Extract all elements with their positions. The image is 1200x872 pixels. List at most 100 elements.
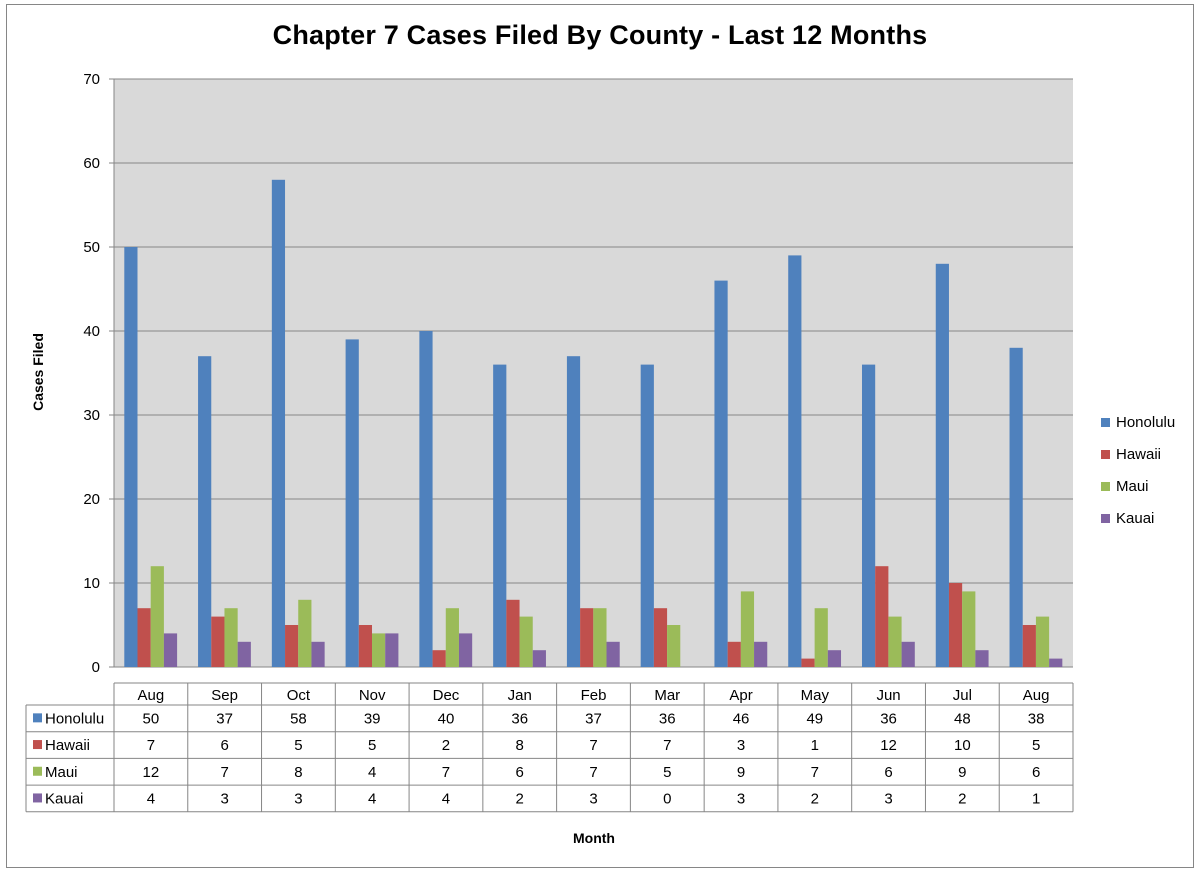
x-tick-label: Feb	[581, 687, 607, 704]
y-tick-label: 70	[83, 71, 100, 88]
bar-honolulu	[640, 364, 654, 667]
row-label-honolulu: Honolulu	[45, 710, 104, 727]
x-axis-label: Month	[573, 830, 615, 846]
x-tick-label: Jul	[953, 687, 972, 704]
bar-hawaii	[1022, 625, 1036, 667]
bar-hawaii	[727, 641, 741, 667]
table-cell: 48	[954, 710, 971, 727]
bar-honolulu	[714, 280, 728, 667]
x-tick-label: Aug	[138, 687, 165, 704]
x-tick-label: Apr	[729, 687, 752, 704]
bar-maui	[298, 599, 312, 667]
plot-background	[114, 79, 1073, 667]
bar-maui	[445, 608, 459, 667]
table-cell: 2	[516, 790, 524, 807]
x-tick-label: Nov	[359, 687, 386, 704]
bar-kauai	[163, 633, 178, 667]
data-table: Aug Sep Oct Nov Dec Jan Feb Mar Apr May Jun Jul Aug H…	[25, 682, 1074, 813]
x-tick-label: Dec	[433, 687, 460, 704]
bar-kauai	[385, 633, 399, 667]
bar-maui	[150, 566, 164, 667]
bar-maui	[740, 591, 755, 667]
table-cell: 3	[220, 790, 228, 807]
table-cell: 6	[516, 764, 524, 781]
table-cell: 0	[663, 790, 671, 807]
bar-honolulu	[419, 331, 433, 667]
bar-kauai	[754, 641, 768, 667]
bar-kauai	[606, 641, 620, 667]
table-cell: 39	[364, 710, 381, 727]
bar-maui	[593, 608, 607, 667]
table-cell: 3	[589, 790, 597, 807]
table-cell: 6	[1032, 764, 1040, 781]
bar-maui	[224, 608, 238, 667]
x-tick-label: Oct	[287, 687, 311, 704]
bar-hawaii	[211, 616, 225, 667]
table-cell: 1	[811, 737, 819, 754]
legend-key-hawaii	[33, 740, 42, 750]
table-cell: 9	[958, 764, 966, 781]
bar-hawaii	[801, 658, 815, 667]
y-tick-label: 30	[83, 407, 100, 424]
legend-key-maui	[33, 766, 42, 776]
row-label-kauai: Kauai	[45, 790, 83, 807]
table-cell: 2	[958, 790, 966, 807]
bar-maui	[888, 616, 902, 667]
plot-area: 0 10 20 30 40 50 60 70	[83, 71, 1073, 676]
table-cell: 5	[1032, 737, 1040, 754]
table-cell: 1	[1032, 790, 1040, 807]
x-tick-label: Aug	[1023, 687, 1050, 704]
table-cell: 2	[811, 790, 819, 807]
legend-key-honolulu	[33, 713, 42, 723]
bar-honolulu	[1009, 347, 1023, 667]
y-tick-label: 40	[83, 323, 100, 340]
y-tick-label: 60	[83, 155, 100, 172]
table-cell: 4	[147, 790, 155, 807]
table-cell: 10	[954, 737, 971, 754]
table-cell: 3	[884, 790, 892, 807]
y-tick-label: 20	[83, 491, 100, 508]
bar-honolulu	[271, 179, 286, 668]
y-tick-label: 0	[92, 659, 100, 676]
bar-kauai	[975, 650, 989, 667]
legend-swatch	[1101, 449, 1110, 459]
table-cell: 40	[438, 710, 455, 727]
bar-honolulu	[861, 364, 876, 667]
table-cell: 36	[659, 710, 676, 727]
bar-maui	[814, 608, 828, 667]
table-cell: 5	[368, 737, 376, 754]
legend-key-kauai	[33, 793, 42, 803]
bar-honolulu	[566, 356, 581, 667]
table-cell: 58	[290, 710, 307, 727]
bar-maui	[667, 625, 681, 667]
table-cell: 36	[880, 710, 897, 727]
legend: Honolulu Hawaii Maui Kauai	[1101, 406, 1175, 534]
legend-label: Hawaii	[1116, 445, 1162, 463]
table-cell: 38	[1028, 710, 1045, 727]
legend-swatch	[1101, 513, 1110, 523]
legend-label: Maui	[1116, 477, 1149, 495]
bar-hawaii	[948, 583, 963, 667]
table-cell: 2	[442, 737, 450, 754]
row-label-hawaii: Hawaii	[45, 737, 90, 754]
table-cell: 6	[884, 764, 892, 781]
bar-maui	[372, 633, 386, 667]
x-tick-label: Jan	[508, 687, 532, 704]
bar-hawaii	[285, 625, 299, 667]
table-cell: 7	[589, 737, 597, 754]
table-cell: 3	[737, 790, 745, 807]
table-cell: 7	[220, 764, 228, 781]
table-cell: 12	[880, 737, 897, 754]
bar-hawaii	[580, 608, 594, 667]
table-cell: 46	[733, 710, 750, 727]
legend-item-honolulu: Honolulu	[1101, 406, 1175, 438]
legend-item-kauai: Kauai	[1101, 502, 1175, 534]
table-cell: 3	[294, 790, 302, 807]
bar-hawaii	[432, 650, 446, 667]
bar-honolulu	[788, 255, 802, 667]
bar-honolulu	[345, 339, 359, 667]
bar-hawaii	[506, 599, 520, 667]
bar-kauai	[458, 633, 473, 667]
bar-hawaii	[653, 608, 668, 667]
